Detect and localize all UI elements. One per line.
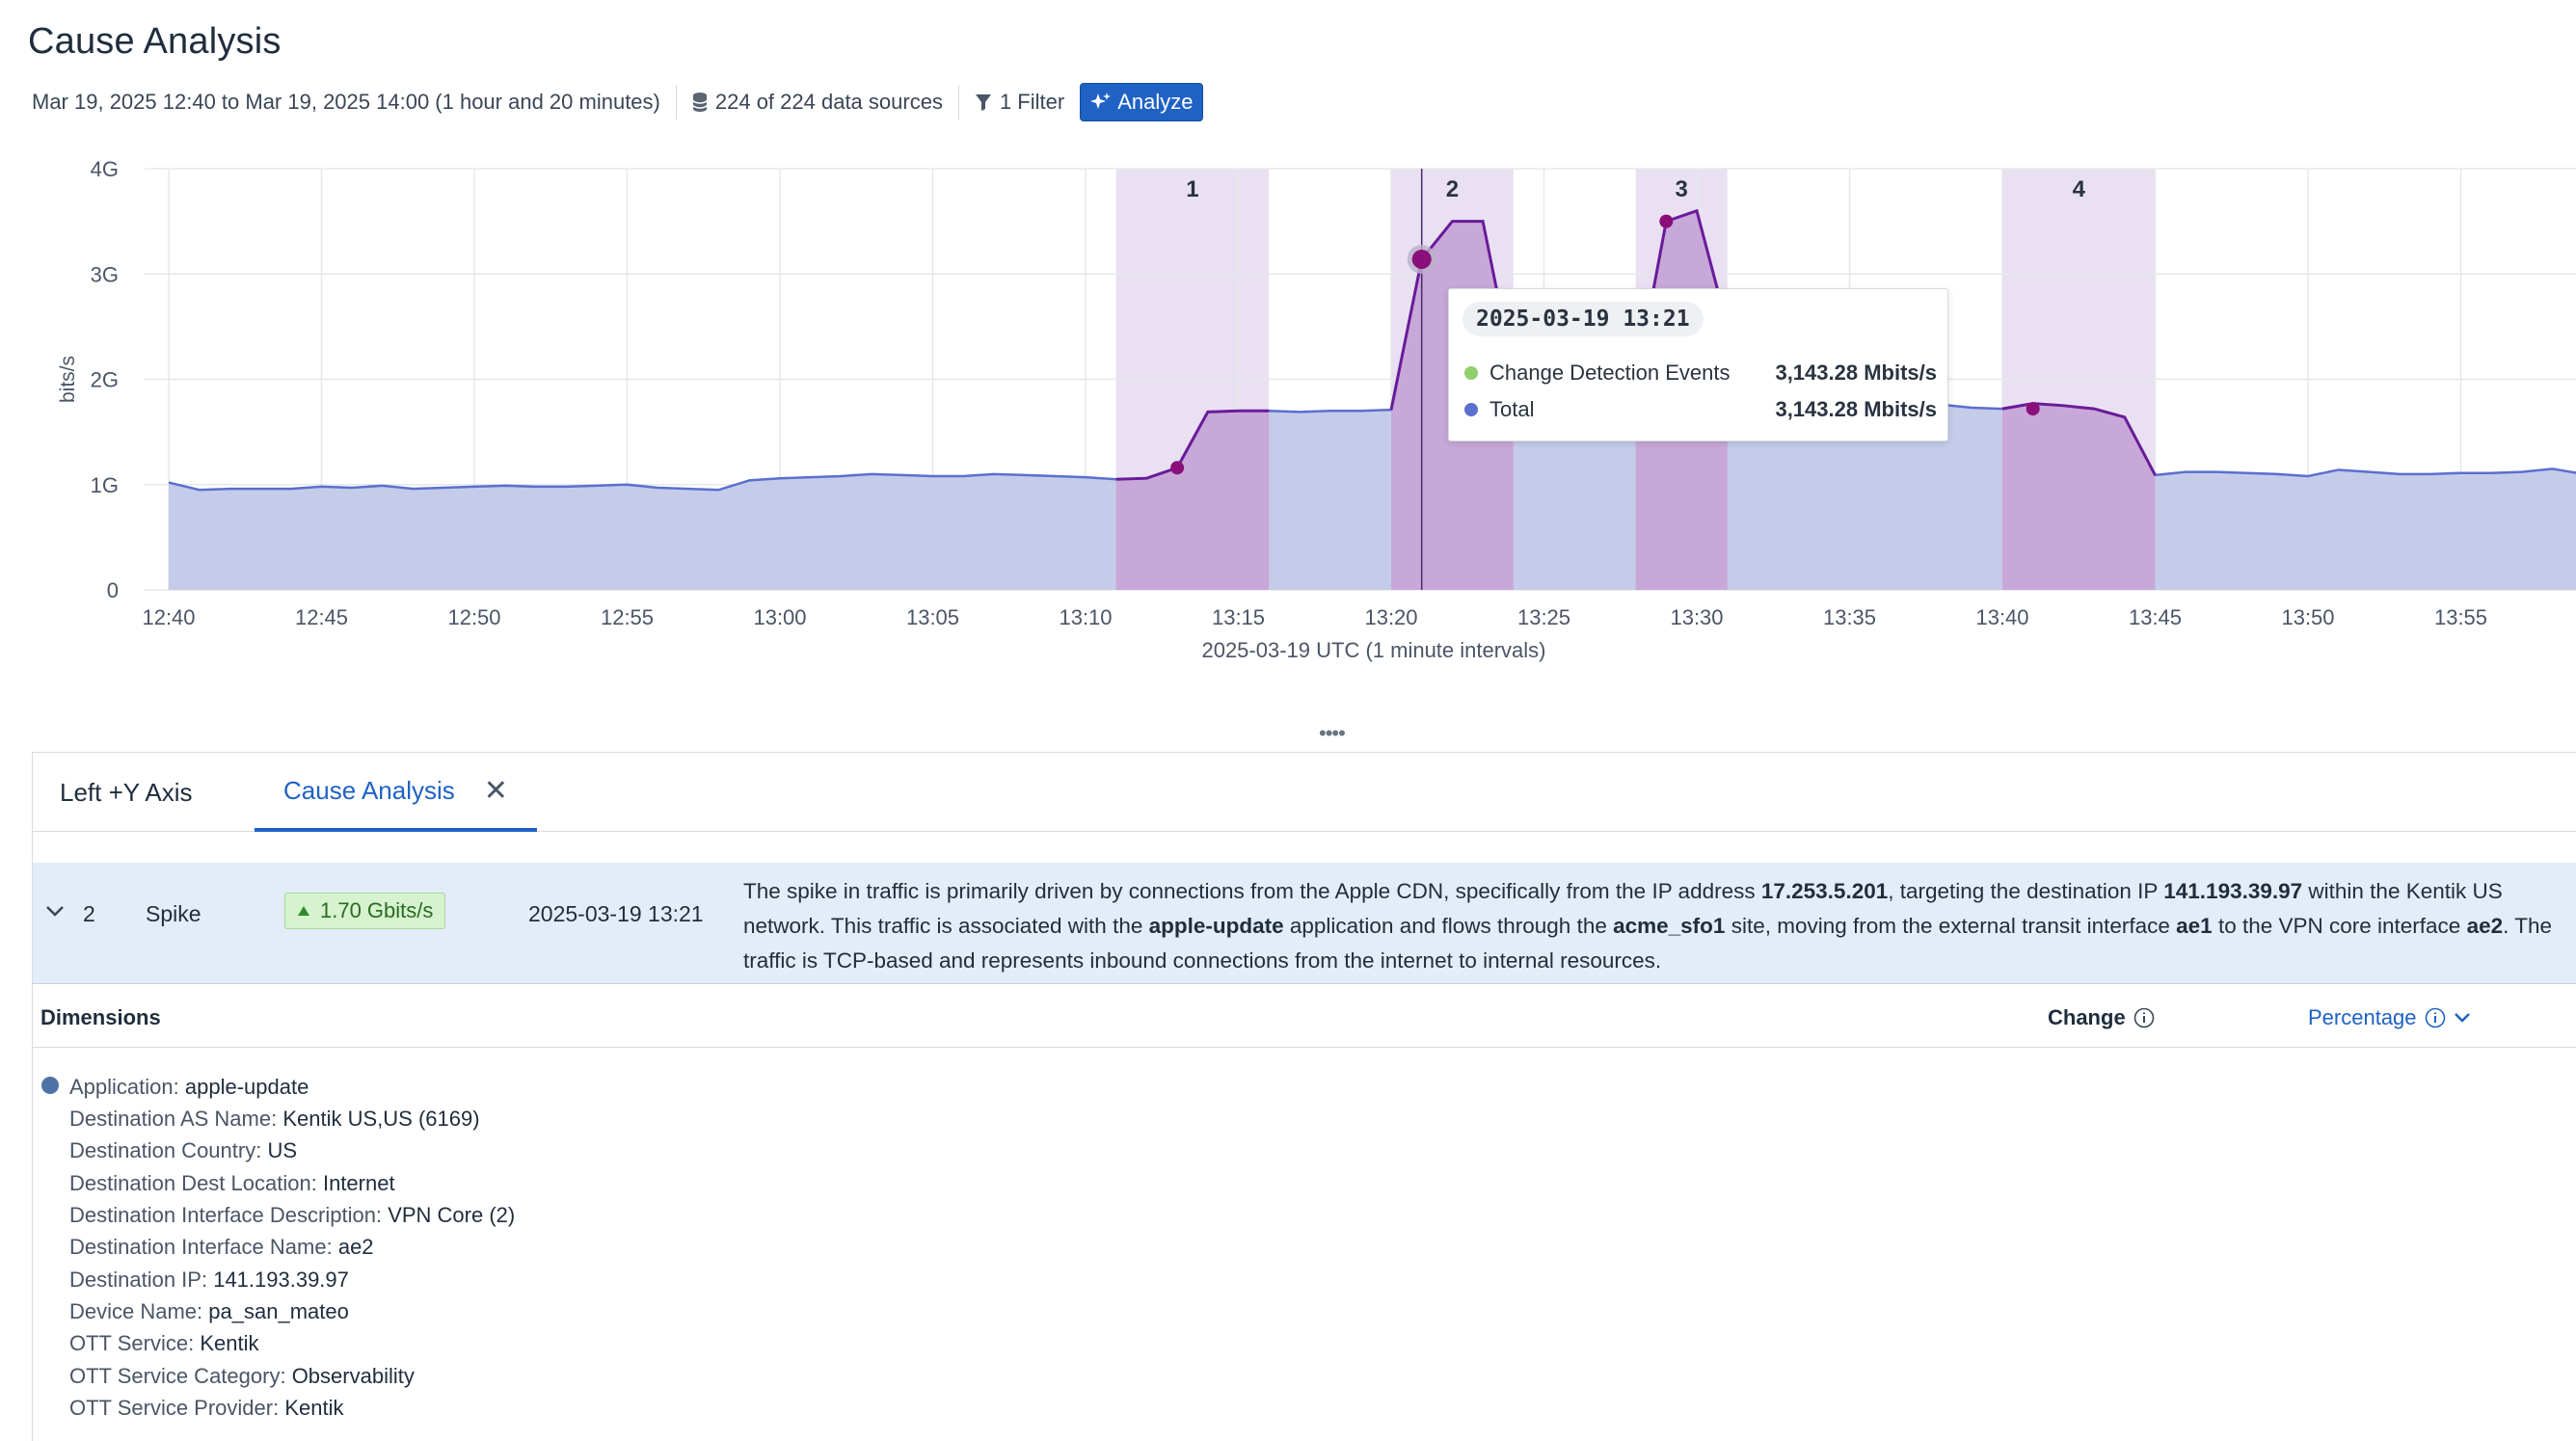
- data-sources-label: 224 of 224 data sources: [714, 90, 943, 114]
- panel-resize-handle[interactable]: ••••: [1319, 721, 1346, 745]
- y-tick-label: 4G: [91, 157, 119, 181]
- dimension-item: OTT Service Provider: Kentik: [69, 1396, 344, 1420]
- panel-tabs: Left +Y Axis Cause Analysis ✕: [33, 753, 2576, 832]
- x-tick-label: 13:45: [2129, 605, 2182, 629]
- x-tick-label: 13:40: [1975, 605, 2028, 629]
- tooltip-row-total: Total 3,143.28 Mbits/s: [1464, 397, 1937, 422]
- x-axis-title: 2025-03-19 UTC (1 minute intervals): [1201, 638, 1545, 662]
- region-label: 1: [1186, 176, 1198, 202]
- dimension-item: Destination Interface Name: ae2: [69, 1235, 374, 1259]
- region-label: 3: [1675, 176, 1687, 202]
- sparkle-icon: [1090, 93, 1112, 109]
- tooltip-row-value: 3,143.28 Mbits/s: [1775, 397, 1937, 421]
- analyze-label: Analyze: [1117, 90, 1194, 114]
- dimension-item: OTT Service: Kentik: [69, 1331, 259, 1355]
- percentage-column-header[interactable]: Percentage: [2308, 1005, 2471, 1030]
- spike-type: Spike: [146, 901, 201, 926]
- dimension-color-dot: [41, 1077, 59, 1094]
- info-icon[interactable]: [2425, 1007, 2446, 1028]
- toolbar-divider: [675, 85, 677, 120]
- x-tick-label: 12:55: [601, 605, 654, 629]
- x-tick-label: 13:10: [1059, 605, 1112, 629]
- x-tick-label: 13:50: [2281, 605, 2334, 629]
- filter-button[interactable]: 1 Filter: [975, 90, 1064, 115]
- info-icon[interactable]: [2133, 1007, 2155, 1028]
- analyze-button[interactable]: Analyze: [1080, 83, 1204, 121]
- highlight-area: [2002, 403, 2156, 590]
- tooltip-time: 2025-03-19 13:21: [1462, 302, 1704, 336]
- hover-marker: [1411, 249, 1432, 269]
- toolbar-divider: [957, 85, 959, 120]
- y-tick-label: 2G: [91, 368, 119, 392]
- time-range[interactable]: Mar 19, 2025 12:40 to Mar 19, 2025 14:00…: [32, 90, 660, 115]
- dimension-item: Destination AS Name: Kentik US,US (6169): [69, 1107, 480, 1131]
- tooltip-row-value: 3,143.28 Mbits/s: [1775, 360, 1937, 385]
- x-tick-label: 13:35: [1823, 605, 1876, 629]
- change-detection-line: [1115, 409, 1270, 481]
- change-badge: 1.70 Gbits/s: [284, 893, 446, 929]
- x-tick-label: 13:25: [1517, 605, 1570, 629]
- change-detection-line: [1389, 220, 1516, 411]
- tab-label: Cause Analysis: [283, 775, 455, 805]
- spike-description: The spike in traffic is primarily driven…: [743, 879, 2552, 973]
- highlight-area: [1115, 411, 1270, 590]
- change-column-header[interactable]: Change: [2048, 1005, 2155, 1030]
- chevron-down-icon[interactable]: [44, 901, 66, 921]
- total-area: [169, 210, 2576, 590]
- chevron-down-icon[interactable]: [2454, 1011, 2471, 1025]
- tab-cause-analysis[interactable]: Cause Analysis ✕: [255, 753, 537, 832]
- time-range-label: Mar 19, 2025 12:40 to Mar 19, 2025 14:00…: [32, 90, 660, 114]
- region-label: 2: [1446, 176, 1459, 202]
- tooltip-row-change-detection: Change Detection Events 3,143.28 Mbits/s: [1464, 360, 1937, 386]
- dimension-item: OTT Service Category: Observability: [69, 1364, 415, 1388]
- event-marker: [2026, 402, 2040, 416]
- chart-tooltip: 2025-03-19 13:21 Change Detection Events…: [1448, 288, 1948, 441]
- y-axis-title: bits/s: [57, 356, 79, 403]
- spike-index: 2: [83, 901, 95, 926]
- x-tick-label: 13:20: [1364, 605, 1417, 629]
- series-color-dot: [1464, 403, 1478, 416]
- arrow-up-icon: [298, 906, 309, 916]
- event-marker: [1659, 214, 1674, 228]
- series-color-dot: [1464, 366, 1478, 380]
- x-tick-label: 13:15: [1212, 605, 1265, 629]
- x-tick-label: 12:40: [142, 605, 195, 629]
- page-title: Cause Analysis: [28, 21, 282, 62]
- tab-label: Left +Y Axis: [60, 777, 193, 807]
- y-tick-label: 0: [107, 578, 119, 602]
- spike-row[interactable]: 2 Spike 1.70 Gbits/s 2025-03-19 13:21 Th…: [33, 863, 2576, 984]
- tab-left-y-axis[interactable]: Left +Y Axis: [60, 753, 193, 832]
- x-tick-label: 13:00: [753, 605, 806, 629]
- dimensions-header: Dimensions Change Percentage: [33, 984, 2576, 1048]
- dimension-item: Destination IP: 141.193.39.97: [69, 1268, 349, 1292]
- toolbar: Mar 19, 2025 12:40 to Mar 19, 2025 14:00…: [32, 83, 1204, 121]
- x-tick-label: 13:55: [2434, 605, 2487, 629]
- data-sources-selector[interactable]: 224 of 224 data sources: [692, 90, 943, 115]
- spike-time: 2025-03-19 13:21: [528, 901, 704, 926]
- y-tick-label: 1G: [91, 473, 119, 497]
- dimension-item: Device Name: pa_san_mateo: [69, 1299, 349, 1323]
- dimension-item: Application: apple-update: [69, 1075, 309, 1099]
- tooltip-row-label: Total: [1489, 397, 1535, 421]
- dimension-item: Destination Interface Description: VPN C…: [69, 1203, 516, 1227]
- region-label: 4: [2073, 176, 2086, 202]
- traffic-chart[interactable]: 0 1G 2G 3G 4G 12:40 12:45 12:50 12:55 13:00 13:05 1…: [0, 145, 2576, 684]
- x-tick-label: 13:30: [1670, 605, 1723, 629]
- x-tick-label: 12:50: [447, 605, 500, 629]
- dimension-item: Destination Country: US: [69, 1138, 298, 1162]
- details-panel: Left +Y Axis Cause Analysis ✕ 2 Spike 1.…: [32, 752, 2576, 1441]
- change-value: 1.70 Gbits/s: [320, 898, 434, 922]
- x-tick-label: 13:05: [906, 605, 959, 629]
- database-icon: [692, 93, 708, 112]
- dimensions-title: Dimensions: [40, 1005, 161, 1029]
- filter-icon: [975, 94, 991, 111]
- tooltip-row-label: Change Detection Events: [1489, 360, 1731, 385]
- event-marker: [1170, 461, 1185, 475]
- close-icon[interactable]: ✕: [483, 774, 508, 807]
- y-tick-label: 3G: [91, 262, 119, 286]
- dimension-item: Destination Dest Location: Internet: [69, 1171, 395, 1195]
- filter-label: 1 Filter: [999, 90, 1065, 114]
- x-tick-label: 12:45: [295, 605, 348, 629]
